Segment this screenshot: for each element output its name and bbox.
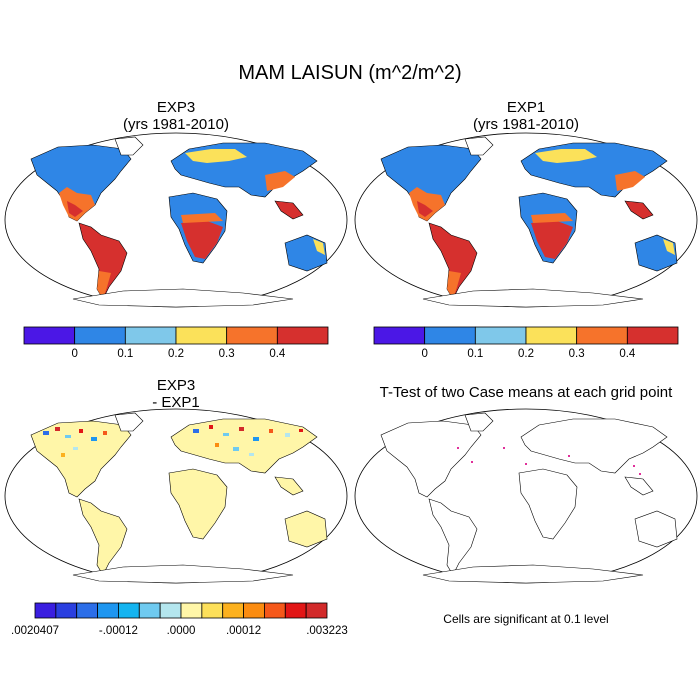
panel-exp1-title-line2: (yrs 1981-2010) (473, 116, 579, 133)
map-exp3-svg (4, 132, 348, 308)
panel-diff-title: EXP3 - EXP1 (76, 377, 276, 411)
ttest-note: Cells are significant at 0.1 level (443, 612, 609, 626)
colorbar-exp1-swatch (474, 326, 527, 345)
map-exp3-land (30, 136, 328, 308)
colorbar-diff-swatch (243, 602, 265, 619)
colorbar-diff-swatch (180, 602, 203, 619)
colorbar-diff-swatch (201, 602, 224, 619)
colorbar-diff-swatch (76, 602, 98, 619)
colorbar-exp1-label: 0.1 (467, 348, 483, 360)
colorbar-exp3-swatch (74, 326, 126, 345)
map-ttest-land (380, 412, 678, 584)
colorbar-exp3-label: 0.2 (168, 348, 184, 360)
panel-exp3-title-line1: EXP3 (156, 99, 196, 116)
map-ttest-sig-points (457, 447, 641, 475)
colorbar-diff-swatch (138, 602, 161, 619)
colorbar-exp3-label: 0.1 (117, 348, 133, 360)
map-exp1-land (380, 136, 678, 308)
colorbar-exp3-swatch (226, 326, 278, 345)
colorbar-exp1-swatch (525, 326, 578, 345)
panel-diff-title-line2: - EXP1 (152, 394, 200, 411)
map-ttest-svg (354, 408, 698, 584)
map-diff-svg (4, 408, 348, 584)
map-diff-land (30, 412, 328, 584)
figure-title: MAM LAISUN (m^2/m^2) (238, 62, 462, 84)
map-diff (3, 407, 349, 585)
colorbar-diff-swatch (284, 602, 307, 619)
map-exp1 (353, 131, 699, 309)
colorbar-diff-swatch (159, 602, 182, 619)
colorbar-exp1: 0 0.1 0.2 0.3 0.4 (373, 326, 679, 360)
colorbar-exp3-swatch (175, 326, 228, 345)
colorbar-diff-label: .003223 (306, 625, 348, 637)
colorbar-exp3-label: 0.3 (219, 348, 235, 360)
colorbar-exp1-swatch (424, 326, 476, 345)
panel-exp3-title: EXP3 (yrs 1981-2010) (76, 99, 276, 133)
colorbar-exp1-swatch (626, 326, 679, 345)
colorbar-diff-label: .0020407 (11, 625, 59, 637)
map-exp1-svg (354, 132, 698, 308)
colorbar-diff-swatch (97, 602, 119, 619)
panel-ttest-title: T-Test of two Case means at each grid po… (379, 384, 673, 401)
map-exp3 (3, 131, 349, 309)
colorbar-diff-swatch (118, 602, 140, 619)
panel-exp3-title-line2: (yrs 1981-2010) (123, 116, 229, 133)
colorbar-exp1-label: 0.3 (569, 348, 585, 360)
colorbar-diff: .0020407 -.00012 .0000 .00012 .003223 (10, 602, 348, 638)
colorbar-exp3: 0 0.1 0.2 0.3 0.4 (23, 326, 329, 360)
colorbar-diff-svg: .0020407 -.00012 .0000 .00012 .003223 (11, 602, 348, 637)
panel-exp1-title-line1: EXP1 (506, 99, 546, 116)
colorbar-diff-label: .0000 (167, 625, 196, 637)
colorbar-exp1-label: 0 (421, 348, 427, 360)
colorbar-exp3-svg: 0 0.1 0.2 0.3 0.4 (23, 326, 329, 360)
colorbar-diff-label: -.00012 (99, 625, 138, 637)
colorbar-diff-swatch (222, 602, 244, 619)
map-ttest (353, 407, 699, 585)
colorbar-exp1-svg: 0 0.1 0.2 0.3 0.4 (373, 326, 679, 360)
colorbar-diff-label: .00012 (226, 625, 261, 637)
colorbar-exp3-label: 0 (71, 348, 77, 360)
colorbar-exp1-label: 0.2 (518, 348, 534, 360)
colorbar-exp3-swatch (124, 326, 177, 345)
colorbar-diff-swatch (34, 602, 57, 619)
colorbar-diff-swatch (305, 602, 328, 619)
panel-diff-title-line1: EXP3 (156, 377, 196, 394)
colorbar-exp3-swatch (23, 326, 76, 345)
colorbar-exp1-swatch (373, 326, 426, 345)
panel-exp1-title: EXP1 (yrs 1981-2010) (426, 99, 626, 133)
colorbar-exp1-label: 0.4 (619, 348, 636, 360)
colorbar-exp3-swatch (276, 326, 329, 345)
colorbar-exp3-label: 0.4 (269, 348, 286, 360)
colorbar-diff-swatch (55, 602, 78, 619)
colorbar-exp1-swatch (576, 326, 628, 345)
colorbar-diff-swatch (264, 602, 286, 619)
map-diff-anomalies (43, 425, 303, 457)
